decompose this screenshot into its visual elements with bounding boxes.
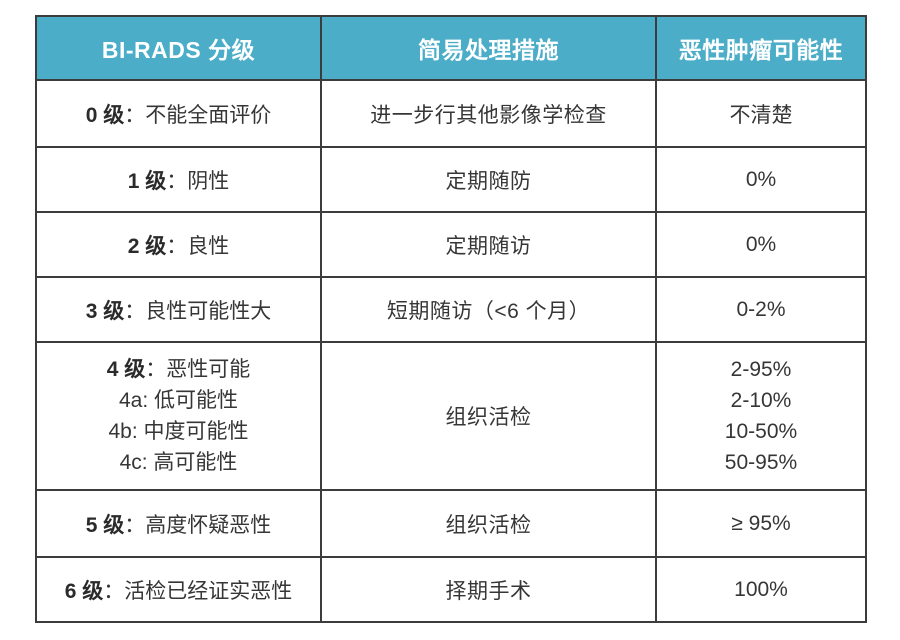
probability-cell: 100% xyxy=(655,556,867,623)
action-cell: 组织活检 xyxy=(320,489,657,558)
probability-value: 2-10% xyxy=(730,389,792,412)
grade-cell: 6 级：活检已经证实恶性 xyxy=(35,556,322,623)
probability-value: 2-95% xyxy=(730,358,792,381)
grade-label: 6 级：活检已经证实恶性 xyxy=(64,579,293,603)
table-row-grade-3: 3 级：良性可能性大 短期随访（<6 个月） 0-2% xyxy=(35,276,867,343)
grade-sublabel-4c: 4c: 高可能性 xyxy=(119,451,238,474)
action-cell: 定期随防 xyxy=(320,146,657,213)
grade-cell: 2 级：良性 xyxy=(35,211,322,278)
probability-cell: 2-95% 2-10% 10-50% 50-95% xyxy=(655,341,867,491)
table-row-grade-4: 4 级：恶性可能 4a: 低可能性 4b: 中度可能性 4c: 高可能性 组织活… xyxy=(35,341,867,491)
grade-cell: 1 级：阴性 xyxy=(35,146,322,213)
action-cell: 择期手术 xyxy=(320,556,657,623)
header-action-column: 简易处理措施 xyxy=(320,15,657,81)
grade-cell: 4 级：恶性可能 4a: 低可能性 4b: 中度可能性 4c: 高可能性 xyxy=(35,341,322,491)
table-row-grade-6: 6 级：活检已经证实恶性 择期手术 100% xyxy=(35,556,867,623)
table-row-grade-5: 5 级：高度怀疑恶性 组织活检 ≥ 95% xyxy=(35,489,867,558)
probability-cell: 不清楚 xyxy=(655,79,867,148)
grade-sublabel-4a: 4a: 低可能性 xyxy=(118,389,239,412)
table-row-grade-1: 1 级：阴性 定期随防 0% xyxy=(35,146,867,213)
table-row-grade-0: 0 级：不能全面评价 进一步行其他影像学检查 不清楚 xyxy=(35,79,867,148)
grade-sublabel-4b: 4b: 中度可能性 xyxy=(108,420,249,443)
header-grade-column: BI-RADS 分级 xyxy=(35,15,322,81)
grade-label: 0 级：不能全面评价 xyxy=(85,103,272,127)
probability-cell: 0% xyxy=(655,146,867,213)
probability-cell: 0-2% xyxy=(655,276,867,343)
probability-value: 10-50% xyxy=(724,420,798,443)
probability-value: 50-95% xyxy=(724,451,798,474)
probability-cell: ≥ 95% xyxy=(655,489,867,558)
header-probability-column: 恶性肿瘤可能性 xyxy=(655,15,867,81)
grade-label: 4 级：恶性可能 xyxy=(106,358,251,381)
action-cell: 短期随访（<6 个月） xyxy=(320,276,657,343)
grade-label: 3 级：良性可能性大 xyxy=(85,299,272,323)
birads-classification-table: BI-RADS 分级 简易处理措施 恶性肿瘤可能性 0 级：不能全面评价 进一步… xyxy=(35,15,867,623)
action-cell: 进一步行其他影像学检查 xyxy=(320,79,657,148)
grade-label: 1 级：阴性 xyxy=(127,169,230,193)
table-header: BI-RADS 分级 简易处理措施 恶性肿瘤可能性 xyxy=(35,15,867,81)
probability-cell: 0% xyxy=(655,211,867,278)
grade-cell: 5 级：高度怀疑恶性 xyxy=(35,489,322,558)
grade-label: 2 级：良性 xyxy=(127,234,230,258)
action-cell: 组织活检 xyxy=(320,341,657,491)
grade-cell: 0 级：不能全面评价 xyxy=(35,79,322,148)
grade-cell: 3 级：良性可能性大 xyxy=(35,276,322,343)
action-cell: 定期随访 xyxy=(320,211,657,278)
grade-label: 5 级：高度怀疑恶性 xyxy=(85,513,272,537)
table-row-grade-2: 2 级：良性 定期随访 0% xyxy=(35,211,867,278)
header-row: BI-RADS 分级 简易处理措施 恶性肿瘤可能性 xyxy=(35,15,867,81)
